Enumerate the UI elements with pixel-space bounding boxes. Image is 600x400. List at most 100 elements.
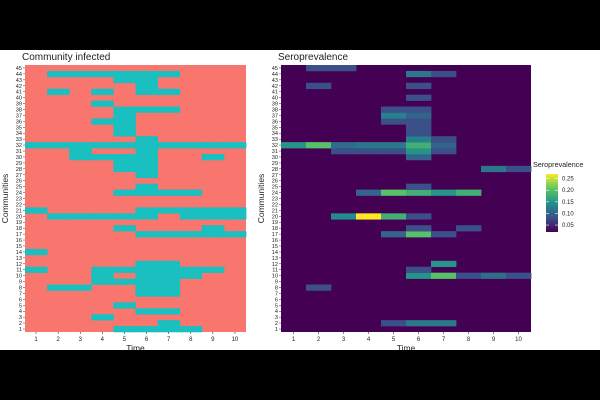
- heatmap-cell: [179, 207, 203, 214]
- heatmap-cell: [135, 142, 158, 149]
- heatmap-cell: [135, 82, 158, 90]
- y-axis-label: Communities: [0, 174, 10, 224]
- y-tick-label: 15: [272, 244, 278, 250]
- heatmap-cell: [25, 207, 48, 214]
- y-tick-label: 38: [16, 108, 22, 114]
- x-axis-label: Time: [397, 343, 416, 350]
- heatmap-cell: [135, 88, 158, 95]
- y-tick-label: 14: [272, 250, 278, 256]
- heatmap-cell: [356, 142, 382, 149]
- y-tick-label: 26: [16, 179, 22, 185]
- heatmap-cell: [113, 266, 136, 273]
- heatmap-cell: [135, 266, 158, 273]
- heatmap-cell: [135, 159, 158, 167]
- heatmap-cell: [135, 207, 158, 214]
- y-tick-label: 10: [272, 274, 278, 280]
- heatmap-cell: [406, 142, 432, 149]
- heatmap-cell: [456, 272, 482, 279]
- y-tick-label: 13: [272, 256, 278, 262]
- heatmap-cell: [481, 165, 507, 173]
- heatmap-cell: [356, 213, 382, 220]
- heatmap-cell: [113, 154, 136, 161]
- y-tick-label: 35: [16, 125, 22, 131]
- panel-title: Community infected: [22, 52, 110, 63]
- heatmap-cell: [381, 189, 407, 196]
- heatmap-cell: [223, 231, 247, 238]
- heatmap-cell: [91, 100, 114, 107]
- y-tick-label: 21: [16, 208, 22, 214]
- y-tick-label: 16: [16, 238, 22, 244]
- y-tick-label: 2: [19, 321, 22, 327]
- heatmap-cell: [431, 142, 457, 149]
- y-tick-label: 9: [275, 280, 278, 286]
- y-tick-label: 42: [272, 84, 278, 90]
- legend-tick-label: 0.10: [562, 211, 574, 217]
- y-tick-label: 17: [16, 232, 22, 238]
- heatmap-cell: [381, 112, 407, 119]
- x-tick-label: 3: [79, 337, 83, 343]
- heatmap-cell: [179, 272, 203, 279]
- y-tick-label: 11: [272, 268, 278, 274]
- y-tick-label: 45: [272, 66, 278, 72]
- y-tick-label: 26: [272, 179, 278, 185]
- y-tick-label: 32: [16, 143, 22, 149]
- heatmap-cell: [331, 148, 357, 155]
- y-tick-label: 40: [16, 96, 22, 102]
- x-tick-label: 5: [392, 337, 396, 343]
- heatmap-cell: [431, 70, 457, 78]
- heatmap-cell: [179, 142, 203, 149]
- heatmap-cell: [406, 225, 432, 232]
- legend-tick-label: 0.15: [562, 200, 574, 206]
- heatmap-cell: [406, 82, 432, 90]
- y-tick-label: 25: [16, 185, 22, 191]
- heatmap-cell: [157, 326, 181, 333]
- heatmap-cell: [91, 278, 114, 285]
- heatmap-cell: [431, 272, 457, 279]
- y-axis-label: Communities: [256, 174, 266, 224]
- heatmap-cell: [135, 326, 158, 333]
- heatmap-cell: [157, 308, 181, 315]
- heatmap-cell: [406, 213, 432, 220]
- heatmap-cell: [157, 272, 181, 279]
- heatmap-cell: [431, 136, 457, 143]
- heatmap-cell: [201, 142, 225, 149]
- heatmap-cell: [91, 266, 114, 273]
- heatmap-cell: [135, 154, 158, 161]
- y-tick-label: 7: [275, 291, 278, 297]
- heatmap-cell: [113, 278, 136, 285]
- heatmap-cell: [431, 231, 457, 238]
- y-tick-label: 17: [272, 232, 278, 238]
- x-tick-label: 8: [189, 337, 193, 343]
- y-tick-label: 1: [275, 327, 278, 333]
- heatmap-cell: [157, 207, 181, 214]
- heatmap-cell: [135, 189, 158, 196]
- heatmap-cell: [356, 148, 382, 155]
- heatmap-cell: [381, 142, 407, 149]
- heatmap-cell: [406, 154, 432, 161]
- heatmap-cell: [456, 225, 482, 232]
- heatmap-cell: [113, 213, 136, 220]
- heatmap-cell: [201, 231, 225, 238]
- y-tick-label: 12: [272, 262, 278, 268]
- x-tick-label: 2: [56, 337, 60, 343]
- heatmap-cell: [69, 142, 92, 149]
- y-tick-label: 37: [16, 113, 22, 119]
- y-tick-label: 31: [272, 149, 278, 155]
- heatmap-cell: [91, 272, 114, 279]
- y-tick-label: 30: [272, 155, 278, 161]
- y-tick-label: 6: [19, 297, 22, 303]
- heatmap-cell: [431, 148, 457, 155]
- y-tick-label: 42: [16, 84, 22, 90]
- heatmap-cell: [135, 260, 158, 268]
- heatmap-cell: [157, 106, 181, 113]
- heatmap-cell: [113, 124, 136, 131]
- y-tick-label: 31: [16, 149, 22, 155]
- y-tick-label: 45: [16, 66, 22, 72]
- heatmap-cell: [113, 106, 136, 113]
- heatmap-cell: [25, 248, 48, 256]
- heatmap-cell: [135, 148, 158, 155]
- y-tick-label: 22: [16, 202, 22, 208]
- x-tick-label: 1: [34, 337, 38, 343]
- x-tick-label: 7: [167, 337, 171, 343]
